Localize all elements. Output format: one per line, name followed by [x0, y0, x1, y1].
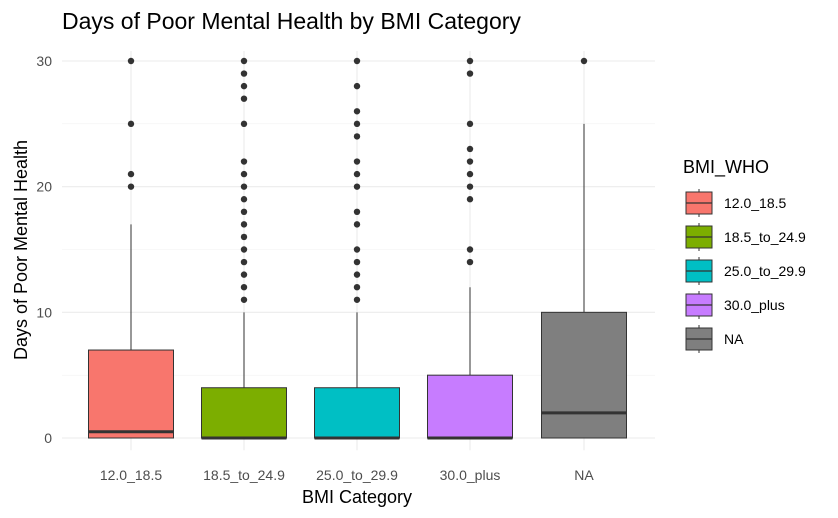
outlier-point: [240, 258, 248, 266]
legend-entry: NA: [685, 325, 744, 353]
outlier-point: [127, 57, 135, 65]
outlier-point: [240, 271, 248, 278]
outlier-point: [353, 208, 361, 215]
outlier-point: [353, 82, 361, 90]
outlier-point: [466, 120, 474, 128]
box-group: [427, 57, 513, 440]
outlier-point: [353, 183, 361, 190]
outlier-point: [240, 170, 248, 178]
outlier-point: [240, 221, 248, 228]
outlier-point: [240, 70, 248, 77]
outlier-point: [240, 284, 248, 291]
outlier-point: [240, 208, 248, 215]
outlier-point: [466, 246, 474, 253]
legend-label: 25.0_to_29.9: [724, 263, 806, 279]
x-tick-label: 18.5_to_24.9: [203, 467, 285, 483]
outlier-point: [240, 57, 248, 65]
box-layer: [88, 57, 627, 440]
outlier-point: [240, 233, 248, 241]
legend-entry: 30.0_plus: [685, 291, 785, 319]
x-tick-label: 25.0_to_29.9: [316, 467, 398, 483]
outlier-point: [127, 170, 135, 178]
outlier-point: [240, 183, 248, 190]
outlier-point: [353, 57, 361, 65]
box-group: [201, 57, 287, 440]
y-axis-ticks: 0 10 20 30: [36, 53, 52, 446]
legend-label: 18.5_to_24.9: [724, 229, 806, 245]
x-tick-label: 30.0_plus: [440, 467, 501, 483]
legend-entry: 18.5_to_24.9: [685, 223, 806, 251]
x-tick-label: NA: [574, 467, 594, 483]
box: [427, 374, 513, 439]
outlier-point: [353, 120, 361, 128]
outlier-point: [240, 158, 248, 165]
outlier-point: [466, 70, 474, 77]
y-tick-label: 10: [36, 304, 52, 320]
legend: BMI_WHO 12.0_18.5 18.5_to_24.9 25.0_to_29.…: [683, 157, 806, 353]
outlier-point: [353, 271, 361, 278]
box: [314, 387, 400, 439]
outlier-point: [466, 145, 474, 153]
x-axis-ticks: 12.0_18.5 18.5_to_24.9 25.0_to_29.9 30.0_pl…: [100, 467, 595, 483]
outlier-point: [353, 296, 361, 303]
outlier-point: [466, 183, 474, 190]
box-group: [314, 57, 400, 440]
outlier-point: [240, 120, 248, 128]
legend-label: NA: [724, 331, 744, 347]
outlier-point: [353, 258, 361, 266]
x-tick-label: 12.0_18.5: [100, 467, 162, 483]
outlier-point: [466, 258, 474, 266]
x-axis-label: BMI Category: [302, 487, 412, 507]
y-axis-label: Days of Poor Mental Health: [11, 140, 31, 360]
y-tick-label: 20: [36, 179, 52, 195]
outlier-point: [466, 57, 474, 65]
y-tick-label: 0: [44, 430, 52, 446]
box: [541, 311, 627, 439]
outlier-point: [353, 284, 361, 291]
outlier-point: [240, 246, 248, 253]
outlier-point: [127, 183, 135, 190]
y-tick-label: 30: [36, 53, 52, 69]
box-group: [88, 57, 174, 439]
outlier-point: [353, 170, 361, 178]
outlier-point: [353, 108, 361, 115]
legend-entry: 25.0_to_29.9: [685, 257, 806, 285]
chart-title: Days of Poor Mental Health by BMI Catego…: [62, 8, 521, 34]
legend-entry: 12.0_18.5: [685, 189, 786, 217]
outlier-point: [353, 221, 361, 228]
legend-title: BMI_WHO: [683, 157, 769, 178]
legend-label: 30.0_plus: [724, 297, 785, 313]
box: [201, 387, 287, 439]
outlier-point: [466, 196, 474, 203]
outlier-point: [240, 196, 248, 203]
outlier-point: [240, 82, 248, 90]
outlier-point: [466, 158, 474, 165]
outlier-point: [353, 133, 361, 140]
outlier-point: [240, 296, 248, 303]
box: [88, 349, 174, 439]
box-group: [541, 57, 627, 439]
outlier-point: [353, 246, 361, 253]
outlier-point: [353, 158, 361, 165]
outlier-point: [240, 95, 248, 102]
outlier-point: [127, 120, 135, 128]
outlier-point: [580, 57, 588, 65]
legend-label: 12.0_18.5: [724, 195, 786, 211]
outlier-point: [466, 170, 474, 178]
